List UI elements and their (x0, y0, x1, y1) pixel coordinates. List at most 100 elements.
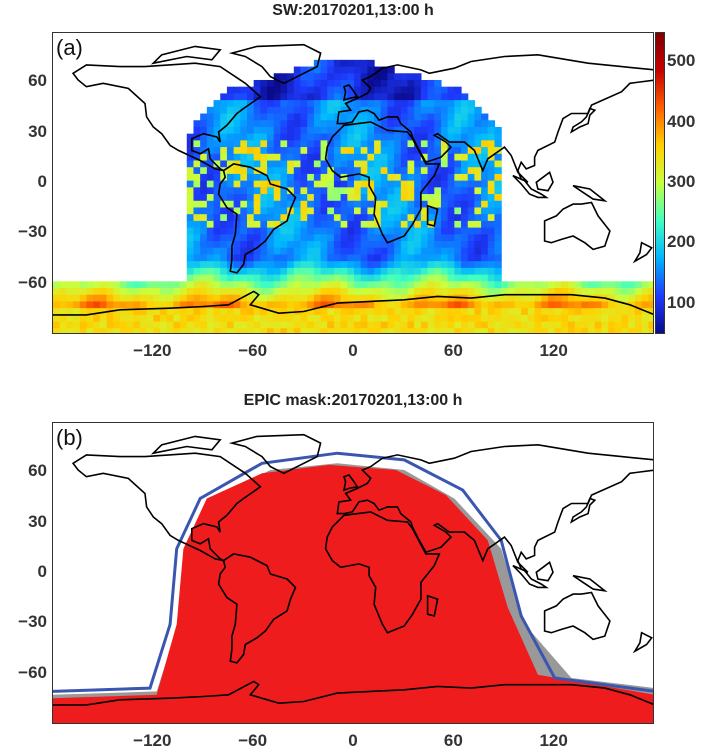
flux-cell (267, 308, 275, 316)
flux-cell (307, 187, 315, 195)
flux-cell (226, 308, 235, 316)
flux-cell (481, 288, 489, 296)
flux-cell (574, 301, 583, 309)
flux-cell (340, 173, 348, 182)
flux-cell (273, 247, 282, 256)
flux-cell (267, 200, 275, 209)
flux-cell (273, 140, 282, 148)
x-tick-label: 120 (539, 731, 568, 750)
flux-cell (267, 194, 275, 202)
flux-cell (414, 120, 422, 128)
flux-cell (594, 308, 603, 316)
flux-cell (474, 227, 482, 235)
flux-cell (380, 187, 389, 195)
flux-cell (220, 187, 228, 195)
flux-cell (387, 187, 395, 195)
flux-cell (487, 321, 496, 329)
flux-cell (260, 321, 268, 329)
flux-cell (253, 160, 261, 168)
flux-cell (400, 261, 409, 269)
flux-cell (79, 288, 88, 296)
flux-cell (347, 328, 355, 333)
flux-cell (507, 314, 516, 323)
flux-cell (507, 308, 516, 316)
flux-cell (253, 126, 261, 135)
flux-cell (340, 147, 348, 155)
flux-cell (220, 126, 228, 135)
flux-cell (160, 281, 168, 289)
coastline-japan (569, 107, 597, 134)
flux-cell (320, 281, 328, 289)
flux-cell (440, 173, 449, 182)
flux-cell (166, 308, 174, 316)
flux-cell (320, 314, 328, 323)
flux-cell (180, 314, 188, 323)
flux-cell (487, 153, 496, 162)
flux-cell (360, 160, 368, 168)
flux-cell (340, 66, 348, 74)
flux-cell (200, 274, 208, 282)
flux-cell (113, 301, 121, 309)
flux-cell (614, 321, 623, 329)
flux-cell (213, 194, 221, 202)
flux-cell (347, 113, 355, 121)
flux-cell (139, 328, 148, 333)
flux-cell (634, 314, 643, 323)
flux-cell (106, 328, 114, 333)
flux-cell (340, 254, 348, 262)
flux-cell (253, 106, 261, 115)
flux-cell (407, 140, 415, 148)
flux-cell (173, 294, 181, 303)
flux-cell (146, 308, 154, 316)
flux-cell (307, 153, 315, 162)
flux-cell (327, 200, 335, 209)
flux-cell (407, 167, 415, 175)
flux-cell (588, 301, 596, 309)
flux-cell (461, 241, 469, 249)
flux-cell (380, 173, 389, 182)
flux-cell (79, 281, 88, 289)
flux-cell (447, 120, 455, 128)
flux-cell (139, 294, 148, 303)
flux-cell (347, 133, 355, 141)
flux-cell (367, 187, 375, 195)
flux-cell (601, 301, 609, 309)
flux-cell (200, 200, 208, 209)
flux-cell (220, 180, 228, 188)
coastline-madagascar (426, 204, 439, 227)
flux-cell (287, 106, 295, 115)
flux-cell (200, 288, 208, 296)
flux-cell (400, 200, 409, 209)
flux-cell (273, 308, 282, 316)
flux-cell (554, 321, 562, 329)
coastline (53, 43, 653, 316)
flux-cell (220, 261, 228, 269)
flux-cell (474, 267, 482, 276)
flux-cell (293, 274, 302, 282)
flux-cell (200, 187, 208, 195)
flux-cell (260, 200, 268, 209)
flux-cell (73, 294, 81, 303)
flux-cell (166, 301, 174, 309)
flux-cell (166, 321, 174, 329)
flux-cell (447, 234, 455, 242)
flux-cell (280, 281, 288, 289)
flux-cell (313, 160, 322, 168)
flux-cell (79, 294, 88, 303)
flux-cell (420, 153, 429, 162)
flux-cell (246, 160, 255, 168)
flux-cell (273, 106, 282, 115)
flux-cell (360, 301, 368, 309)
flux-cell (300, 126, 308, 135)
flux-cell (394, 247, 402, 256)
coastline-canarctic (150, 45, 222, 65)
x-tick-label: −120 (133, 341, 172, 360)
flux-cell (547, 314, 556, 323)
flux-cell (407, 281, 415, 289)
flux-cell (420, 301, 429, 309)
flux-cell (260, 301, 268, 309)
flux-cell (387, 140, 395, 148)
flux-cell (153, 314, 161, 323)
flux-cell (414, 180, 422, 188)
coastline-borneo (535, 560, 554, 582)
